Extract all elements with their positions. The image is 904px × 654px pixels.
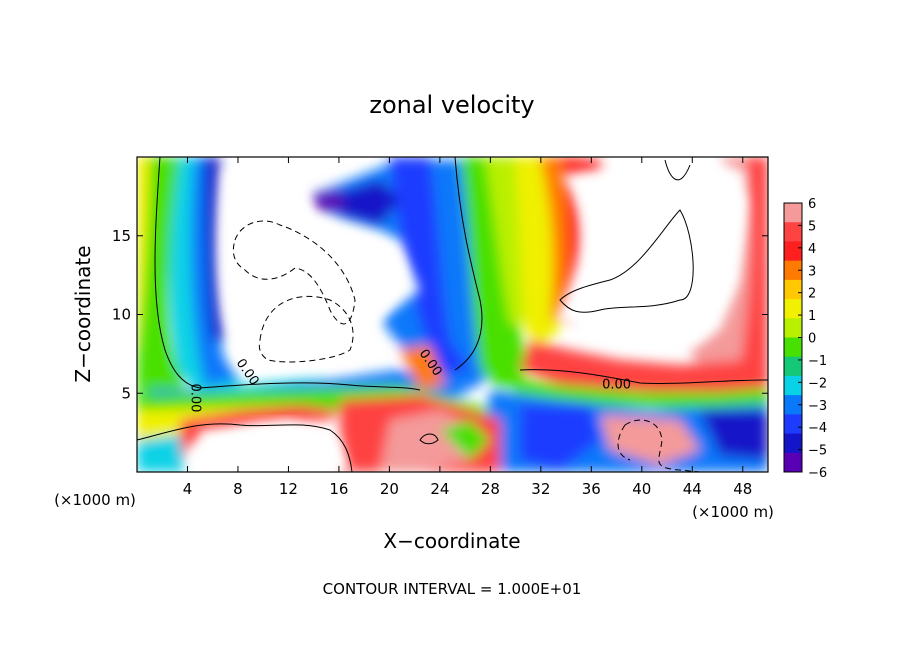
x-tick-label: 40 xyxy=(632,480,651,498)
colorbar-swatch xyxy=(784,203,802,223)
colorbar: 6 5 4 3 2 1 0 −1 −2 −3 −4 −5 −6 xyxy=(784,197,827,481)
colorbar-swatch xyxy=(784,260,802,281)
colorbar-tick-label: 4 xyxy=(808,242,816,257)
y-axis-ticks: 5 10 15 xyxy=(112,227,768,402)
colorbar-tick-label: −3 xyxy=(808,399,827,414)
colorbar-tick-label: −4 xyxy=(808,421,827,436)
heatmap-field xyxy=(137,157,768,472)
colorbar-tick-label: −6 xyxy=(808,466,827,481)
x-tick-label: 12 xyxy=(279,480,298,498)
colorbar-tick-label: −2 xyxy=(808,376,827,391)
contour-label: 0.00 xyxy=(602,378,631,393)
colorbar-swatch xyxy=(784,433,802,454)
colorbar-tick-label: 5 xyxy=(808,219,816,234)
colorbar-tick-label: 2 xyxy=(808,287,816,302)
x-axis-ticks: 4 8 12 16 20 24 28 32 36 40 44 48 xyxy=(183,157,752,498)
colorbar-tick-label: −1 xyxy=(808,354,827,369)
colorbar-swatch xyxy=(784,356,802,377)
colorbar-frame xyxy=(783,202,803,473)
x-tick-label: 8 xyxy=(233,480,243,498)
contour-label: 0.00 xyxy=(187,383,202,412)
colorbar-tick-label: 6 xyxy=(808,197,816,212)
x-unit-right-label: (×1000 m) xyxy=(692,503,774,521)
colorbar-tick-label: −5 xyxy=(808,444,827,459)
chart-title: zonal velocity xyxy=(369,91,534,119)
x-tick-label: 20 xyxy=(380,480,399,498)
x-tick-label: 4 xyxy=(183,480,193,498)
colorbar-swatch xyxy=(784,337,802,358)
colorbar-swatch xyxy=(784,279,802,300)
y-tick-label: 15 xyxy=(112,227,131,245)
y-tick-label: 10 xyxy=(112,306,131,324)
x-tick-label: 32 xyxy=(531,480,550,498)
colorbar-swatch xyxy=(784,375,802,396)
colorbar-swatch xyxy=(784,395,802,415)
x-tick-label: 44 xyxy=(683,480,702,498)
colorbar-swatch xyxy=(784,299,802,319)
x-tick-label: 28 xyxy=(481,480,500,498)
colorbar-swatch xyxy=(784,318,802,338)
x-unit-left-label: (×1000 m) xyxy=(54,491,136,509)
colorbar-swatch xyxy=(784,414,802,435)
colorbar-swatch xyxy=(784,222,802,242)
x-tick-label: 36 xyxy=(582,480,601,498)
colorbar-tick-label: 0 xyxy=(808,332,816,347)
colorbar-tick-label: 1 xyxy=(808,309,816,324)
x-axis-label: X−coordinate xyxy=(383,529,520,553)
y-tick-label: 5 xyxy=(121,384,131,402)
x-tick-label: 24 xyxy=(430,480,449,498)
colorbar-tick-label: 3 xyxy=(808,264,816,279)
x-tick-label: 16 xyxy=(329,480,348,498)
contour-interval-note: CONTOUR INTERVAL = 1.000E+01 xyxy=(323,580,582,598)
x-tick-label: 48 xyxy=(733,480,752,498)
colorbar-swatch xyxy=(784,452,802,473)
colorbar-swatch xyxy=(784,241,802,262)
y-axis-label: Z−coordinate xyxy=(71,245,95,382)
